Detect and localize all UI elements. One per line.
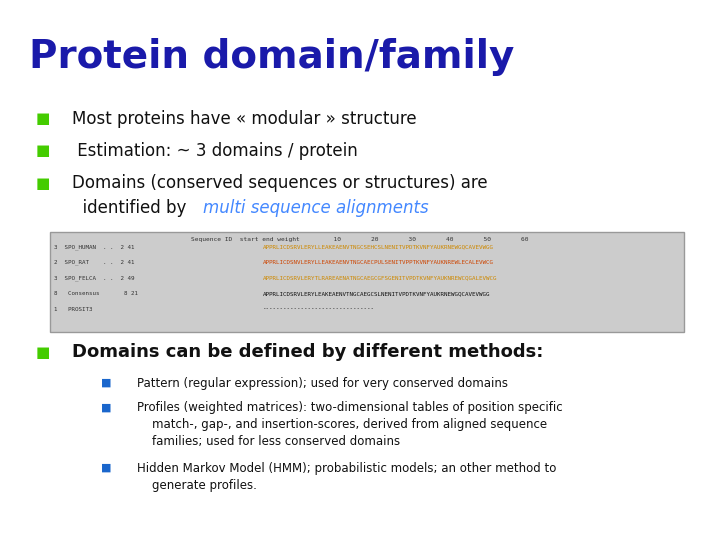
Text: ■: ■ (36, 176, 50, 191)
Text: ■: ■ (101, 378, 112, 388)
Text: 3  SPO_HUMAN  . .  2 41: 3 SPO_HUMAN . . 2 41 (54, 244, 138, 249)
Text: APPRLICDSRVLERYTLRAREAENATNGCAEGCGFSGENITVPDTKVNFYAUKNREWCQGALEVWCG: APPRLICDSRVLERYTLRAREAENATNGCAEGCGFSGENI… (263, 275, 498, 280)
Text: Estimation: ~ 3 domains / protein: Estimation: ~ 3 domains / protein (72, 142, 358, 160)
Text: Sequence ID  start end weight         10        20        30        40        50: Sequence ID start end weight 10 20 30 40… (192, 237, 528, 241)
Text: APPRLICDSRVLERYLEAKEAENVTNGCAEGCSLNENITVPDTKVNFYAUKRNEWGQCAVEVWGG: APPRLICDSRVLERYLEAKEAENVTNGCAEGCSLNENITV… (263, 291, 490, 296)
Text: ■: ■ (36, 345, 50, 360)
Text: Profiles (weighted matrices): two-dimensional tables of position specific
    ma: Profiles (weighted matrices): two-dimens… (137, 401, 562, 448)
Text: --------------------------------: -------------------------------- (263, 307, 375, 312)
Text: Most proteins have « modular » structure: Most proteins have « modular » structure (72, 110, 417, 127)
FancyBboxPatch shape (50, 232, 684, 332)
Text: APPRLICDSNVLERYLLEAKEAENVTNGCAECPULSENITVPPTKVNFYAUKNREWLECALEVWCG: APPRLICDSNVLERYLLEAKEAENVTNGCAECPULSENIT… (263, 260, 494, 265)
Text: ■: ■ (101, 402, 112, 413)
Text: 3  SPO_FELCA  . .  2 49: 3 SPO_FELCA . . 2 49 (54, 275, 138, 281)
Text: 8   Consensus       8 21: 8 Consensus 8 21 (54, 291, 142, 296)
Text: ■: ■ (36, 111, 50, 126)
Text: Domains can be defined by different methods:: Domains can be defined by different meth… (72, 343, 544, 361)
Text: 1   PROSIT3: 1 PROSIT3 (54, 307, 148, 312)
Text: Pattern (regular expression); used for very conserved domains: Pattern (regular expression); used for v… (137, 377, 508, 390)
Text: identified by: identified by (72, 199, 192, 217)
Text: ■: ■ (101, 463, 112, 473)
Text: ■: ■ (36, 143, 50, 158)
Text: Domains (conserved sequences or structures) are: Domains (conserved sequences or structur… (72, 174, 487, 192)
Text: 2  SPO_RAT    . .  2 41: 2 SPO_RAT . . 2 41 (54, 260, 138, 265)
Text: APPRLICDSRVLERYLLEAKEAENVTNGCSEHCSLNENITVPDTKVNFYAUKRNEWGQCAVEVWGG: APPRLICDSRVLERYLLEAKEAENVTNGCSEHCSLNENIT… (263, 244, 494, 249)
Text: multi sequence alignments: multi sequence alignments (203, 199, 428, 217)
Text: Hidden Markov Model (HMM); probabilistic models; an other method to
    generate: Hidden Markov Model (HMM); probabilistic… (137, 462, 556, 492)
Text: Protein domain/family: Protein domain/family (29, 38, 514, 76)
